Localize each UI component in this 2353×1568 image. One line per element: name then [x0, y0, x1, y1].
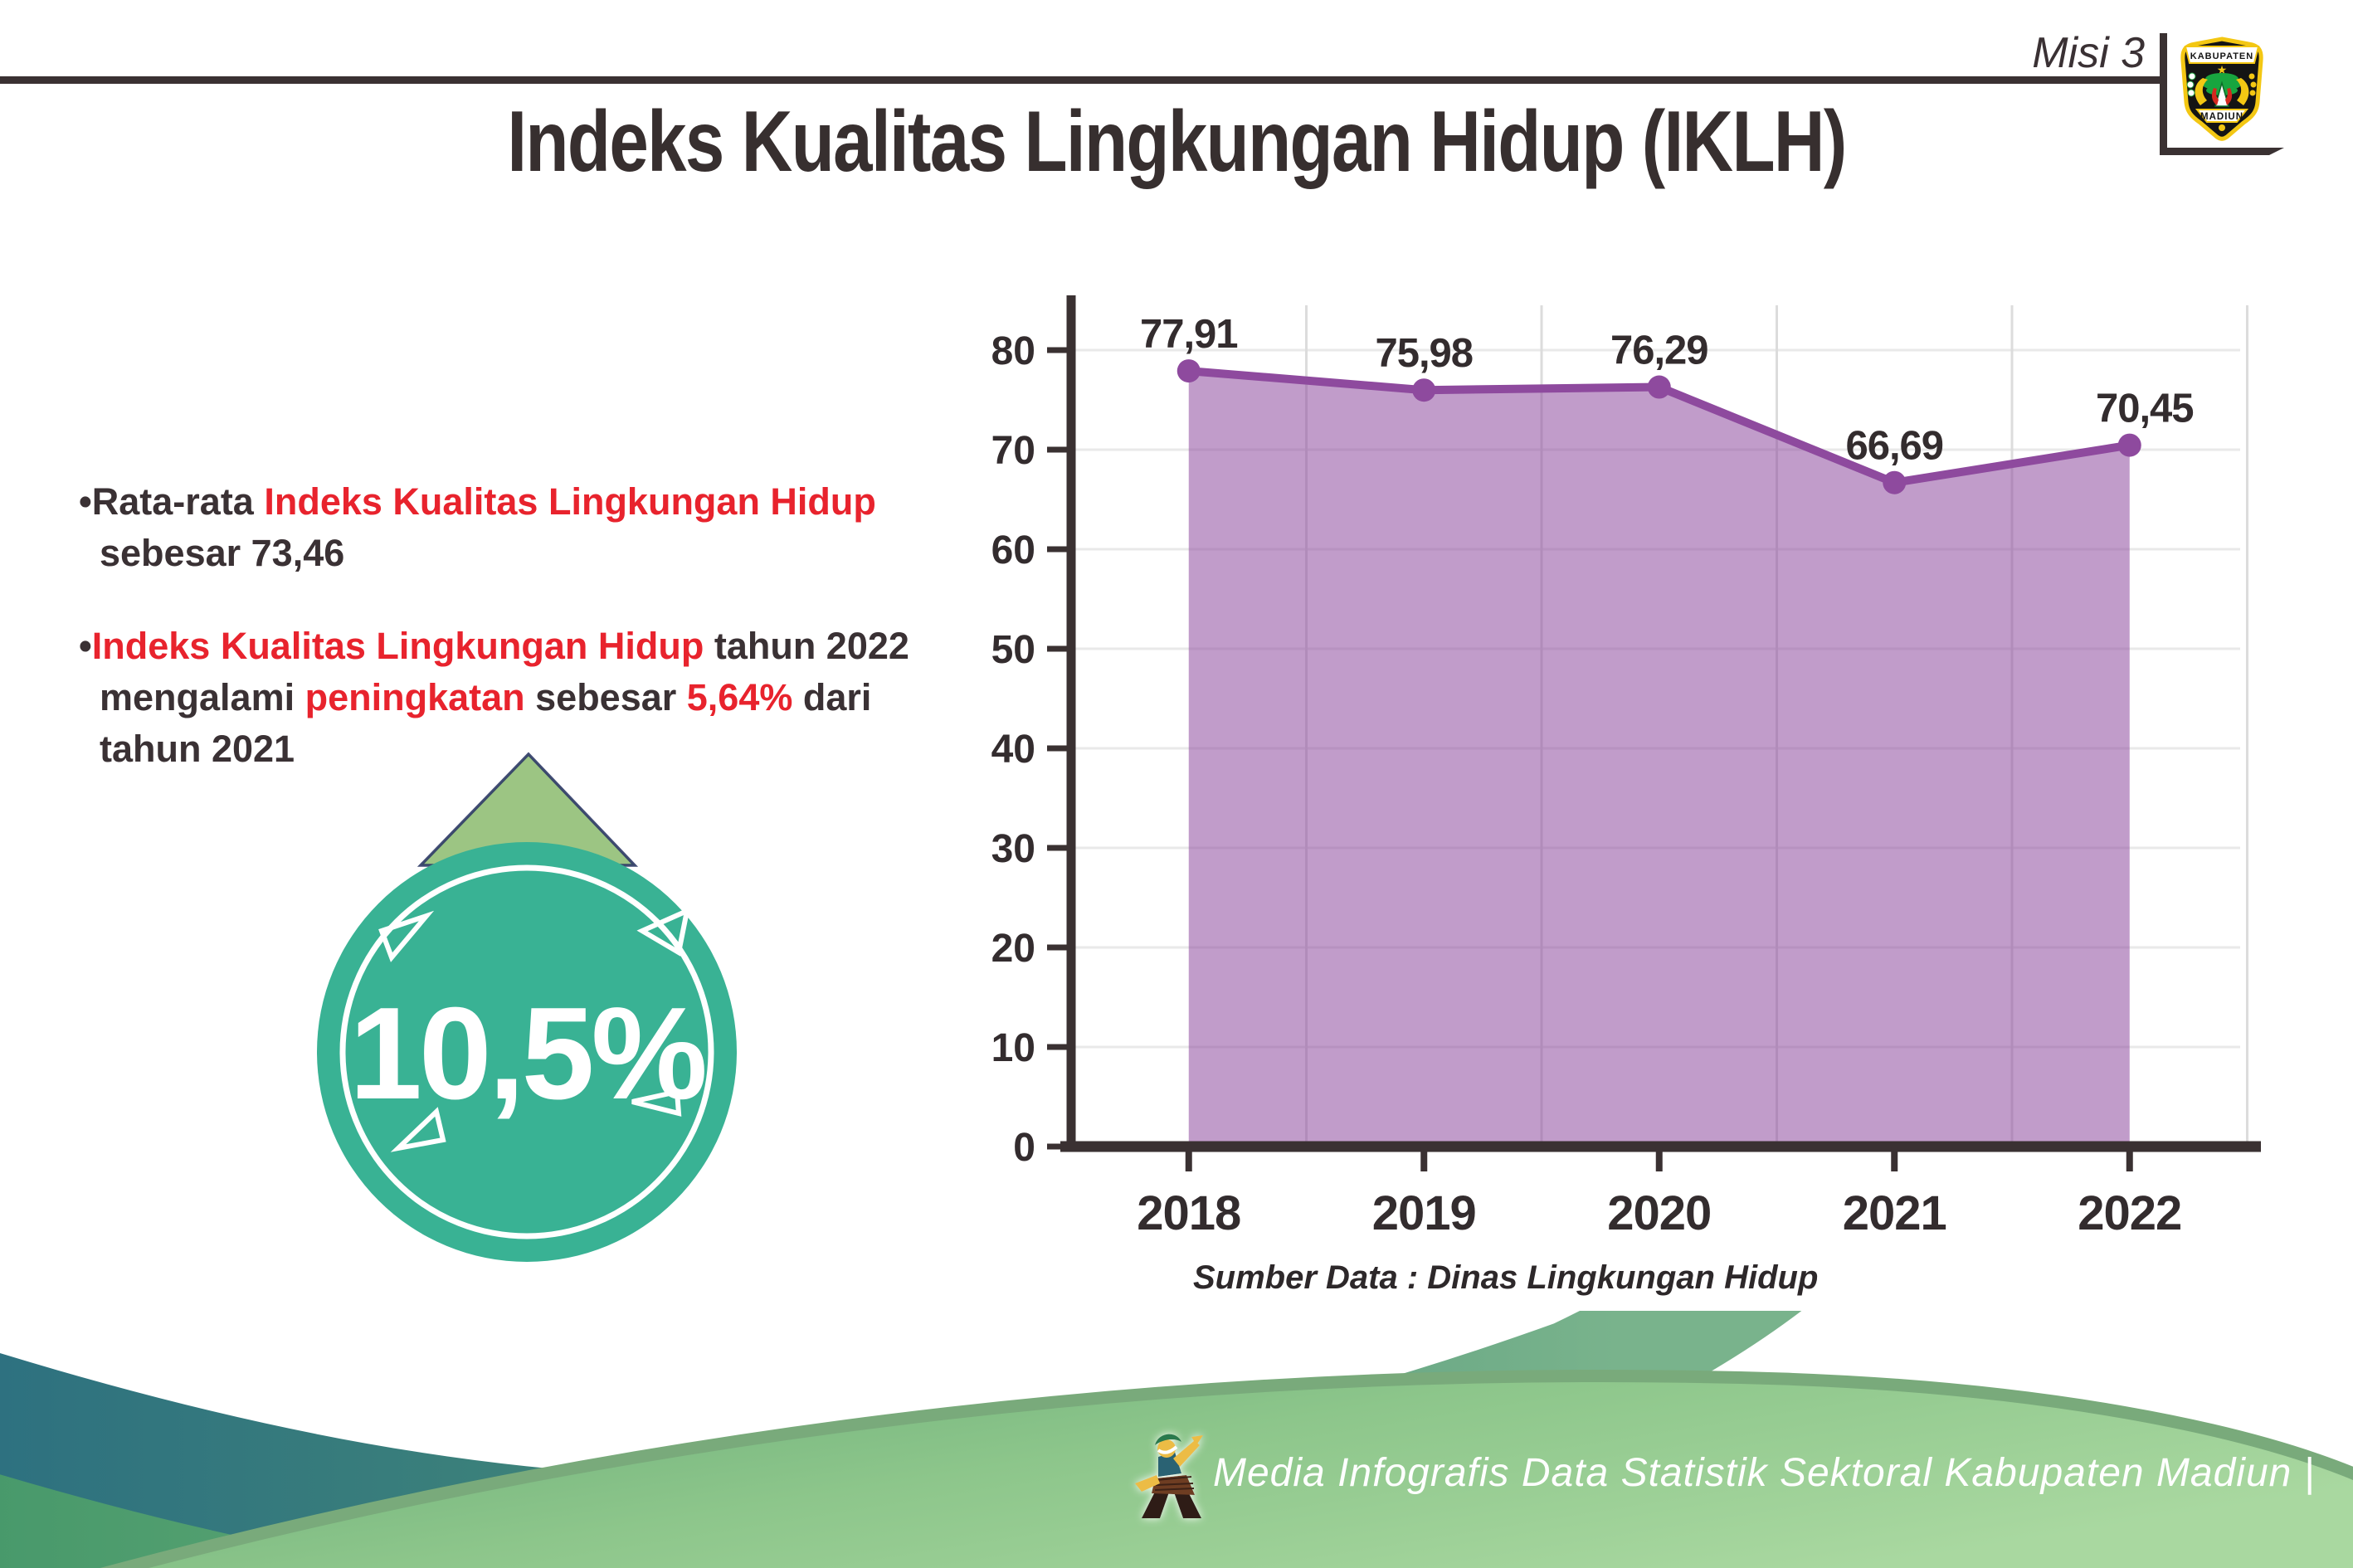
data-label: 66,69: [1845, 424, 1943, 469]
x-tick-label: 2021: [1843, 1186, 1946, 1240]
spark-triangle-icon: [378, 910, 435, 962]
data-label: 77,91: [1140, 312, 1238, 357]
data-point: [1647, 375, 1671, 399]
bullet-text: Rata-rata: [91, 480, 265, 523]
bullet-text: Indeks Kualitas Lingkungan Hidup: [91, 625, 704, 668]
increase-badge: 10,5%: [317, 752, 737, 1262]
bullet-marker: •: [79, 625, 92, 668]
page-title: Indeks Kualitas Lingkungan Hidup (IKLH): [507, 94, 1847, 190]
data-label: 70,45: [2096, 387, 2194, 431]
badge-circle: [317, 842, 737, 1262]
y-tick-label: 70: [991, 429, 1035, 473]
bullet-text: sebesar 73,46: [100, 532, 345, 575]
bullet-text: Indeks Kualitas Lingkungan Hidup: [264, 480, 876, 523]
footer-caption: Media Infografis Data Statistik Sektoral…: [1213, 1451, 2316, 1495]
bullet-marker: •: [79, 480, 92, 523]
spark-triangle-icon: [631, 1088, 682, 1117]
data-point: [1883, 470, 1907, 494]
bullet-text: sebesar: [524, 676, 687, 719]
x-tick-label: 2020: [1607, 1186, 1711, 1240]
bullet-text: 5,64%: [686, 676, 793, 719]
data-point: [1412, 378, 1436, 402]
y-tick-label: 50: [991, 628, 1035, 672]
data-point: [2117, 433, 2141, 457]
x-tick-label: 2018: [1137, 1186, 1240, 1240]
data-label: 75,98: [1375, 331, 1473, 376]
source-caption: Sumber Data : Dinas Lingkungan Hidup: [1193, 1259, 1819, 1296]
footer-wave: [0, 1311, 2353, 1568]
y-tick-label: 30: [991, 827, 1035, 871]
bullet-item: •Rata-rata Indeks Kualitas Lingkungan Hi…: [79, 476, 1033, 579]
logo-frame-horizontal: [2160, 148, 2284, 155]
x-tick-label: 2022: [2078, 1186, 2181, 1240]
logo-frame-vertical: [2160, 33, 2167, 155]
star-icon: ★: [2217, 63, 2228, 76]
y-tick-label: 80: [991, 329, 1035, 373]
kabupaten-madiun-logo-icon: KABUPATEN ★ MADIUN: [2180, 37, 2263, 141]
mission-label: Misi 3: [2032, 29, 2145, 77]
badge-value: 10,5%: [349, 981, 705, 1127]
bullet-text: dari: [792, 676, 872, 719]
spark-triangle-icon: [390, 1107, 446, 1152]
y-tick-label: 20: [991, 927, 1035, 971]
y-tick-label: 60: [991, 528, 1035, 572]
dancer-icon: [1135, 1434, 1203, 1518]
y-tick-label: 0: [1013, 1126, 1035, 1170]
bullet-text: mengalami: [100, 676, 305, 719]
y-tick-label: 10: [991, 1026, 1035, 1070]
data-label: 76,29: [1610, 329, 1708, 373]
bullet-text: peningkatan: [304, 676, 525, 719]
spark-triangle-icon: [636, 906, 691, 957]
header-rule: [0, 76, 2167, 84]
x-tick-label: 2019: [1372, 1186, 1476, 1240]
logo-bottom-text: MADIUN: [2200, 112, 2243, 122]
bullet-text: tahun 2021: [100, 728, 295, 771]
footer-under-wave: [0, 1460, 520, 1568]
data-point: [1176, 359, 1201, 383]
bullet-list: •Rata-rata Indeks Kualitas Lingkungan Hi…: [79, 476, 1033, 816]
footer-green-dome: [100, 1370, 2353, 1568]
bullet-item: •Indeks Kualitas Lingkungan Hidup tahun …: [79, 621, 1033, 775]
iklh-area-chart: 0 10 20 30 40 50 60 70 80 2018 2019 2020 2021 2022 77,…: [991, 295, 2261, 1240]
y-tick-label: 40: [991, 728, 1035, 772]
logo-top-text: KABUPATEN: [2190, 51, 2253, 61]
area-fill: [1188, 371, 2130, 1147]
bullet-text: tahun 2022: [704, 625, 909, 668]
